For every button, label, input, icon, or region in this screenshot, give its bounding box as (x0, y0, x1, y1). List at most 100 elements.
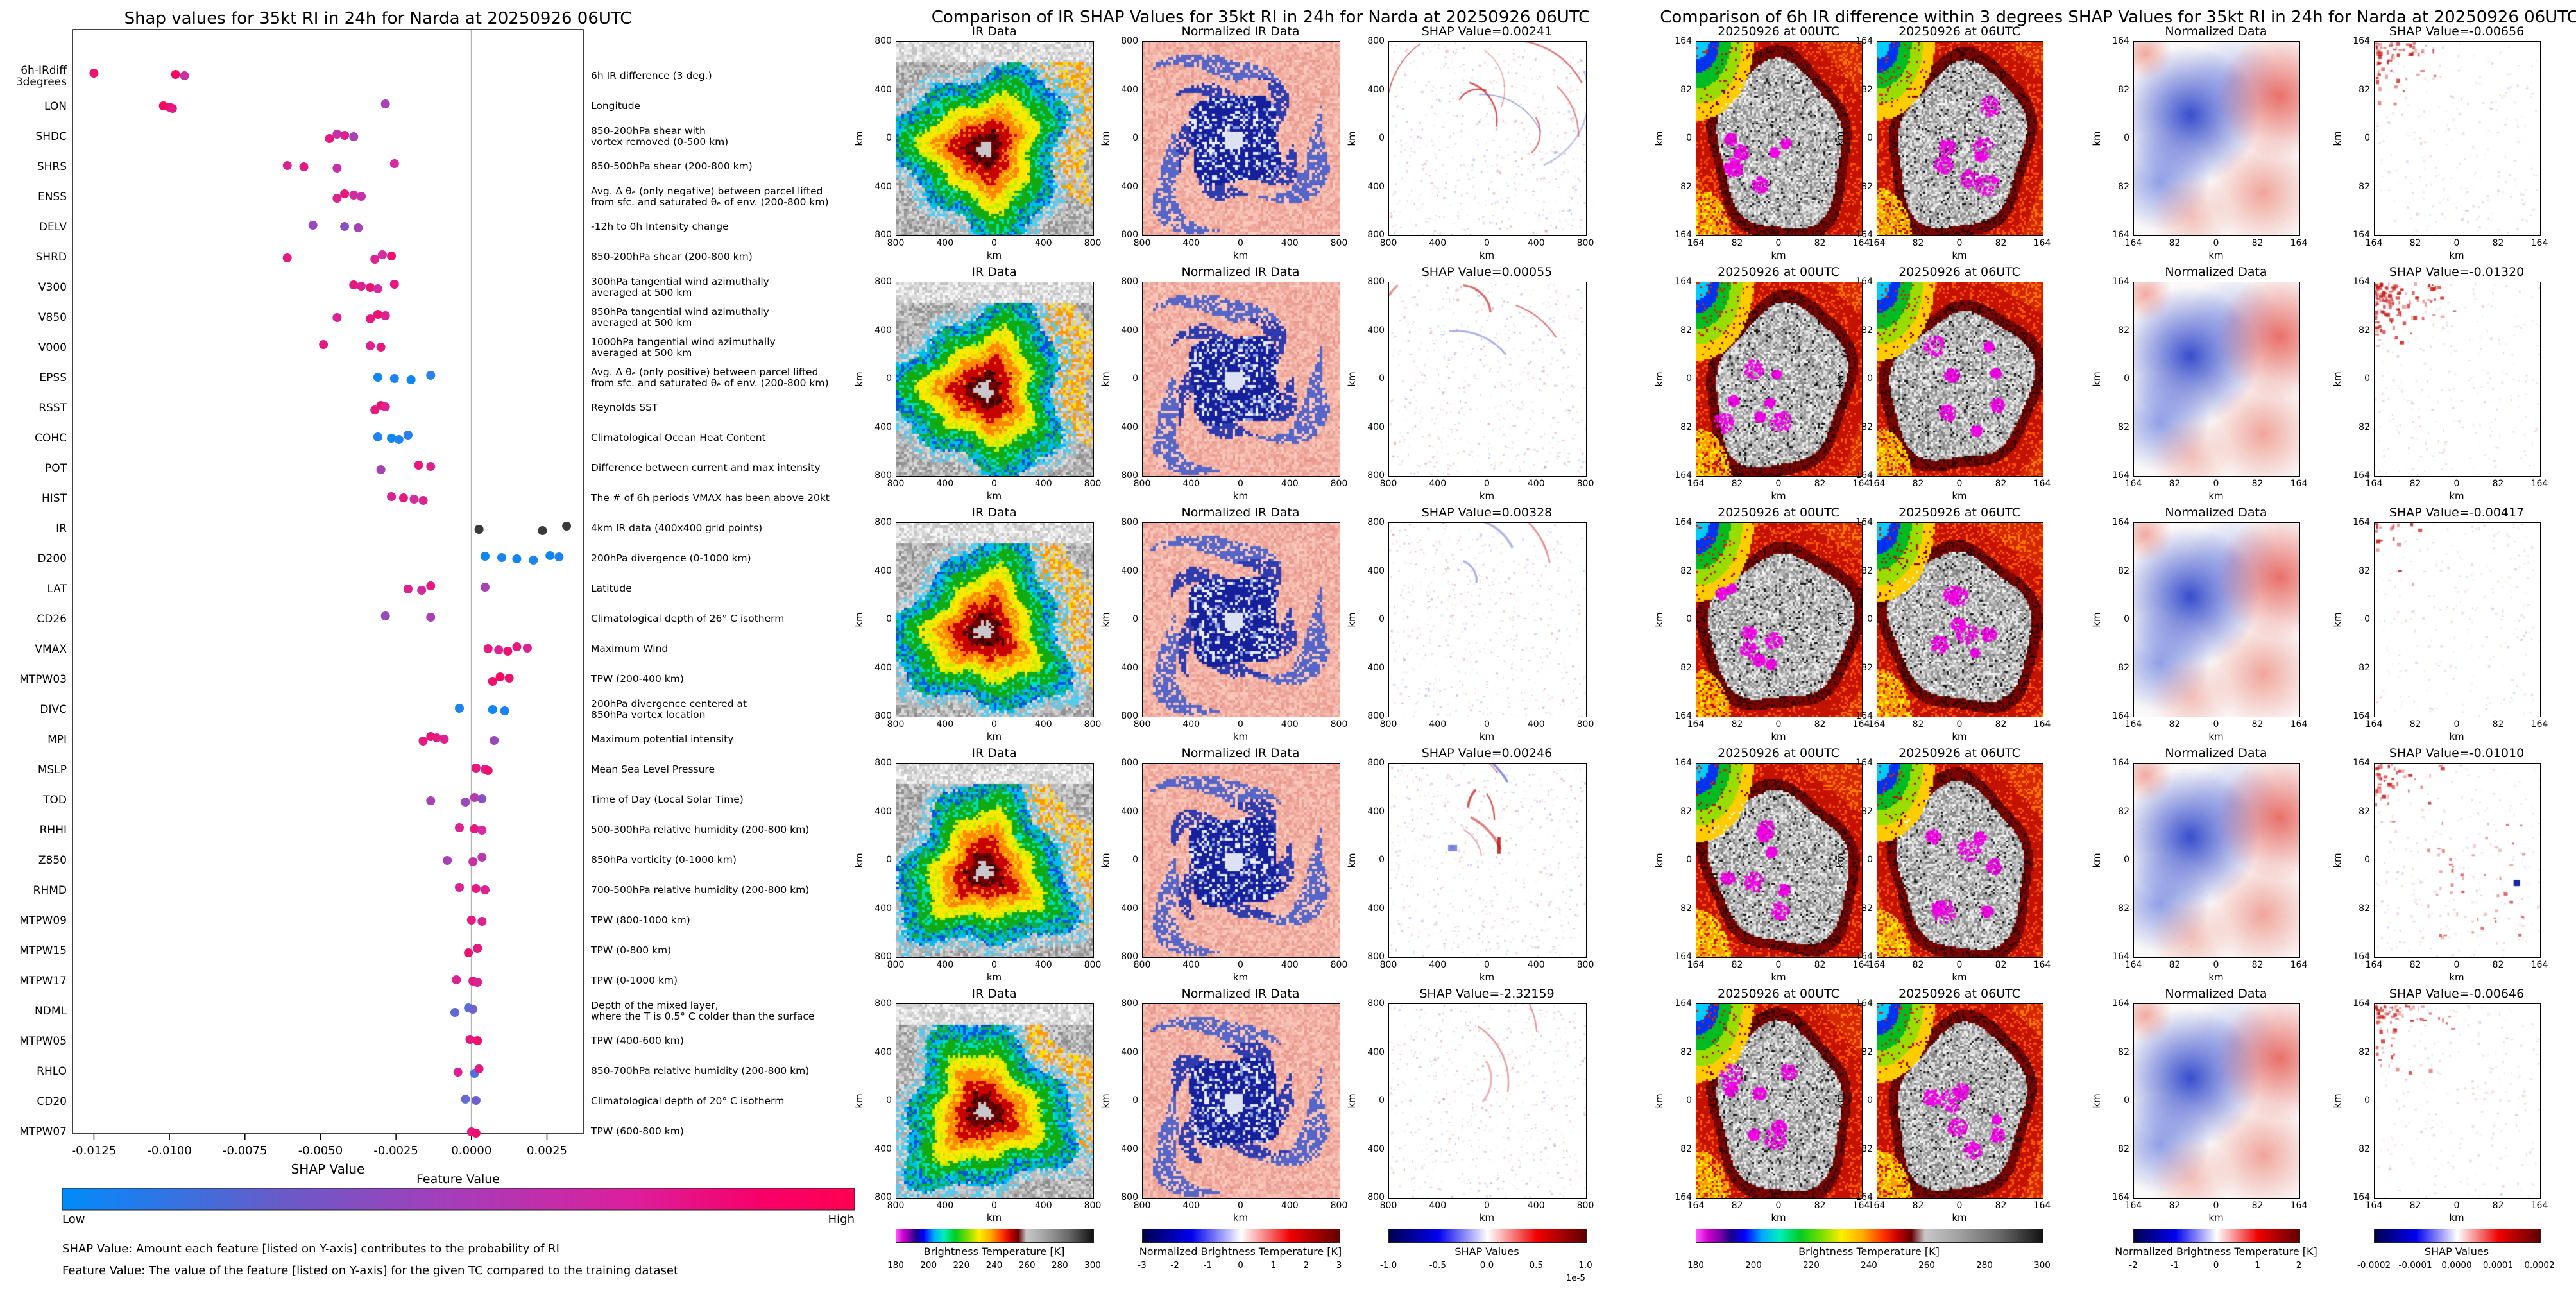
y-axis-label: km (1100, 1093, 1111, 1109)
ir-06utc-panel: 20250926 at 06UTC 164 164 82 82 0 0 82 82 164 164 k… (1834, 987, 2051, 1224)
ir-data-panel: IR Data 800 800 400 400 0 0 400 400 800 800 km km (853, 506, 1101, 742)
y-tick-label: 82 (2118, 806, 2129, 817)
shap-dot (389, 374, 399, 383)
shap-dot (471, 1129, 481, 1138)
shap-dot (481, 583, 490, 592)
panel-title: Normalized Data (2165, 987, 2267, 1001)
y-tick-label: 0 (1132, 614, 1138, 624)
shap-dot (319, 340, 328, 349)
colorbar-tick: 200 (920, 1260, 937, 1270)
ir-data-panel-canvas (896, 763, 1094, 958)
x-tick-label: 0 (1956, 479, 1963, 489)
x-axis-label: km (1233, 1212, 1249, 1224)
ir-data-panel-canvas (896, 522, 1094, 717)
colorbar-tick: 0 (1238, 1260, 1243, 1270)
x-tick-label: 800 (887, 719, 905, 730)
ir-shap-panel: SHAP Value=0.00241 800 800 400 400 0 0 400 400 80… (1346, 24, 1594, 261)
x-tick-label: 164 (1852, 238, 1870, 248)
ir-06utc-panel-canvas (1877, 41, 2043, 236)
shap-dot (332, 194, 342, 203)
y-tick-label: 82 (2358, 565, 2370, 576)
y-axis-label: km (2332, 131, 2343, 146)
diff-shap-panel: SHAP Value=-0.00646 164 164 82 82 0 0 82 82 164 16… (2332, 987, 2548, 1224)
panel-title: IR Data (971, 987, 1017, 1001)
shap-dot (366, 314, 375, 323)
y-tick-label: 0 (886, 614, 892, 624)
y-tick-label: 800 (1367, 952, 1385, 962)
feature-label: MTPW09 (19, 914, 67, 927)
panel-title: Normalized Data (2165, 746, 2267, 760)
diff-shap-panel-canvas (2374, 282, 2541, 477)
x-tick-label: 0.0025 (527, 1144, 567, 1157)
colorbar-strip (1696, 1229, 2043, 1243)
ir-00utc-panel: 20250926 at 00UTC 164 164 82 82 0 0 82 82 164 164 k… (1653, 506, 1870, 742)
x-tick-label: 0 (1238, 238, 1243, 248)
panel-title: Normalized Data (2165, 24, 2267, 38)
shap-dot (473, 978, 482, 987)
panel-title: Normalized Data (2165, 265, 2267, 279)
feature-label: CD26 (37, 613, 67, 626)
shap-dot (453, 1068, 463, 1077)
x-tick-label: 164 (1868, 719, 1886, 730)
ir-00utc-panel: 20250926 at 00UTC 164 164 82 82 0 0 82 82 164 164 k… (1653, 987, 1870, 1224)
ir-shap-panel-canvas (1388, 1003, 1587, 1199)
panel-title: IR Data (971, 265, 1017, 279)
y-tick-label: 164 (1675, 277, 1692, 287)
x-axis-label: km (2208, 971, 2224, 983)
feature-label: IR (56, 522, 67, 535)
colorbar-tick: 240 (985, 1260, 1003, 1270)
colorbar-tick: 1 (1270, 1260, 1276, 1270)
x-tick-label: 400 (1034, 960, 1052, 970)
ir-06utc-panel: 20250926 at 06UTC 164 164 82 82 0 0 82 82 164 164 k… (1834, 265, 2051, 502)
y-tick-label: 0 (1867, 373, 1873, 384)
x-tick-label: 0 (1956, 719, 1963, 730)
x-tick-label: 400 (1034, 1200, 1052, 1211)
x-tick-label: 82 (1995, 719, 2007, 730)
x-axis-label: km (1771, 1212, 1786, 1224)
y-tick-label: 164 (2353, 277, 2370, 287)
x-tick-label: 82 (1731, 719, 1743, 730)
x-tick-label: 0 (1238, 479, 1243, 489)
feature-description: 700-500hPa relative humidity (200-800 km… (591, 884, 809, 896)
diff-shap-panel-canvas (2374, 522, 2541, 717)
y-tick-label: 164 (2112, 952, 2129, 962)
x-tick-label: 800 (1084, 238, 1102, 248)
ir-data-panel: IR Data 800 800 400 400 0 0 400 400 800 800 km km (853, 987, 1101, 1224)
colorbar-tick: 0.0002 (2524, 1260, 2555, 1270)
normalized-diff-panel-canvas (2133, 282, 2300, 477)
feature-label: MTPW17 (19, 975, 67, 987)
y-tick-label: 0 (2124, 614, 2129, 624)
x-tick-label: 400 (1034, 238, 1052, 248)
feature-description: TPW (400-600 km) (590, 1035, 684, 1046)
colorbar-tick: 0.5 (1529, 1260, 1543, 1270)
shap-dot (409, 495, 419, 504)
x-tick-label: 82 (2251, 960, 2264, 970)
y-tick-label: 82 (2118, 903, 2129, 914)
y-tick-label: 82 (2358, 806, 2370, 817)
y-tick-label: 400 (1121, 806, 1138, 817)
ir-00utc-panel-canvas (1696, 522, 1863, 717)
shap-dot (477, 853, 487, 862)
x-tick-label: 800 (1379, 960, 1397, 970)
x-tick-label: 82 (2251, 1200, 2264, 1211)
y-axis-label: km (1346, 1093, 1358, 1109)
panel-title: SHAP Value=-2.32159 (1419, 987, 1555, 1001)
y-axis-label: km (1834, 1093, 1846, 1109)
shap-dot (473, 1036, 482, 1045)
ir-00utc-panel-canvas (1696, 1003, 1863, 1199)
y-tick-label: 0 (1867, 614, 1873, 624)
colorbar-tick: -0.0001 (2398, 1260, 2432, 1270)
x-tick-label: 0 (2453, 238, 2460, 248)
panel-title: Normalized IR Data (1181, 24, 1300, 38)
shap-dot (299, 162, 309, 171)
x-tick-label: 0 (1238, 1200, 1243, 1211)
x-tick-label: 800 (1084, 960, 1102, 970)
y-tick-label: 164 (2353, 952, 2370, 962)
feature-label: V300 (38, 281, 67, 294)
y-tick-label: 164 (1675, 998, 1692, 1009)
feature-description: TPW (200-400 km) (590, 673, 684, 685)
colorbar-tick: 2 (1303, 1260, 1309, 1270)
colorbar-tick: -1.0 (1379, 1260, 1397, 1270)
colorbar-tick: 260 (1918, 1260, 1935, 1270)
y-tick-label: 400 (1121, 662, 1138, 673)
